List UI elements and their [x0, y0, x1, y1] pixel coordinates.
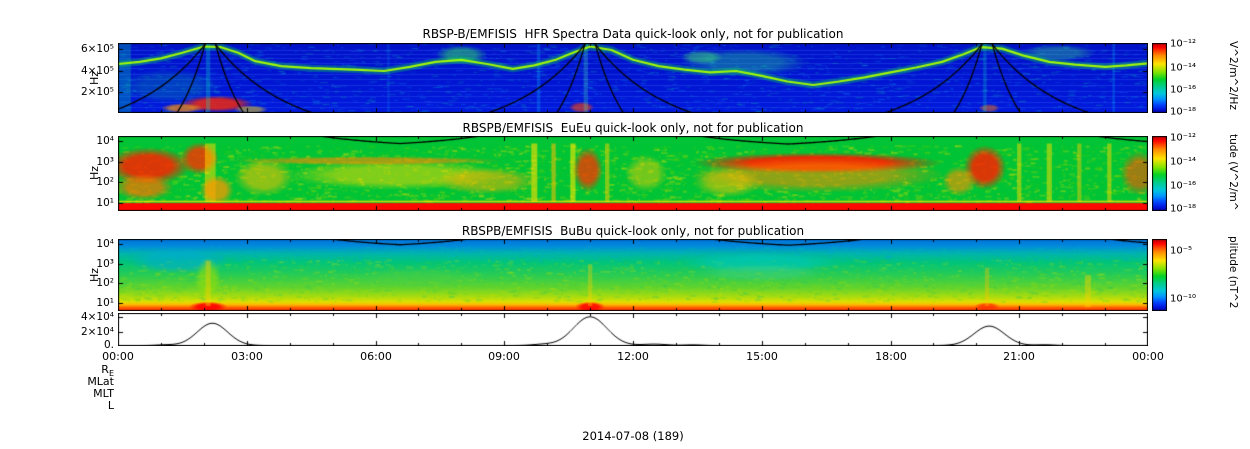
colorbar-tick-label: 10⁻¹⁴	[1170, 156, 1197, 168]
colorbar-tick-label: 10⁻¹⁶	[1170, 84, 1197, 96]
y-tick-label: 10³	[96, 156, 114, 168]
hfr-spectrogram	[118, 43, 1148, 113]
y-tick-label: 10⁴	[96, 238, 114, 250]
y-tick-label: 0.	[103, 339, 114, 351]
eueu-colorbar	[1152, 136, 1167, 211]
eueu-spectrogram	[118, 136, 1148, 211]
x-tick-label: 21:00	[1003, 350, 1035, 363]
y-tick-label: 10³	[96, 258, 114, 270]
axis-annotation-label-l: L	[107, 399, 114, 412]
y-tick-label: 10⁴	[96, 135, 114, 147]
colorbar-tick-label: 10⁻¹⁸	[1170, 203, 1197, 215]
x-tick-label: 18:00	[875, 350, 907, 363]
x-tick-label: 03:00	[231, 350, 263, 363]
colorbar-tick-label: 10⁻¹²	[1170, 38, 1197, 50]
colorbar-tick-label: 10⁻¹⁰	[1170, 293, 1197, 305]
hfr-colorbar	[1152, 43, 1167, 113]
y-tick-label: 6×10⁵	[80, 43, 114, 55]
panel-title-eueu: RBSPB/EMFISIS EuEu quick-look only, not …	[462, 121, 804, 135]
x-tick-label: 09:00	[488, 350, 520, 363]
x-tick-label: 00:00	[1132, 350, 1164, 363]
panel-title-hfr: RBSP-B/EMFISIS HFR Spectra Data quick-lo…	[422, 27, 844, 41]
y-tick-label: 10²	[96, 277, 114, 289]
bubu-spectrogram	[118, 239, 1148, 311]
axis-annotation-label-mlt: MLT	[93, 387, 114, 400]
y-tick-label: 2×10⁵	[80, 86, 114, 98]
colorbar-unit-label: plitude (nT^2	[1227, 236, 1239, 309]
x-tick-label: 15:00	[746, 350, 778, 363]
y-tick-label: 4×10⁵	[80, 65, 114, 77]
colorbar-unit-label: tude (V^2/m^	[1227, 134, 1239, 211]
date-label: 2014-07-08 (189)	[582, 429, 684, 443]
x-tick-label: 12:00	[617, 350, 649, 363]
colorbar-unit-label: V^2/m^2/Hz	[1227, 41, 1239, 110]
y-tick-label: 10²	[96, 176, 114, 188]
bubu-colorbar	[1152, 239, 1167, 311]
axis-annotation-label-mlat: MLat	[87, 375, 114, 388]
colorbar-tick-label: 10⁻¹⁸	[1170, 106, 1197, 118]
y-tick-label: 4×10⁴	[80, 311, 114, 323]
colorbar-tick-label: 10⁻¹⁶	[1170, 180, 1197, 192]
y-tick-label: 10¹	[96, 297, 114, 309]
y-tick-label: 10¹	[96, 197, 114, 209]
x-tick-label: 00:00	[102, 350, 134, 363]
panel-title-bubu: RBSPB/EMFISIS BuBu quick-look only, not …	[461, 224, 805, 238]
colorbar-tick-label: 10⁻⁵	[1170, 245, 1193, 257]
colorbar-tick-label: 10⁻¹⁴	[1170, 62, 1197, 74]
axis-annotation-label-re: RE	[101, 363, 114, 379]
y-tick-label: 2×10⁴	[80, 326, 114, 338]
colorbar-tick-label: 10⁻¹²	[1170, 132, 1197, 144]
auxiliary-line-plot	[118, 313, 1148, 346]
x-tick-label: 06:00	[360, 350, 392, 363]
